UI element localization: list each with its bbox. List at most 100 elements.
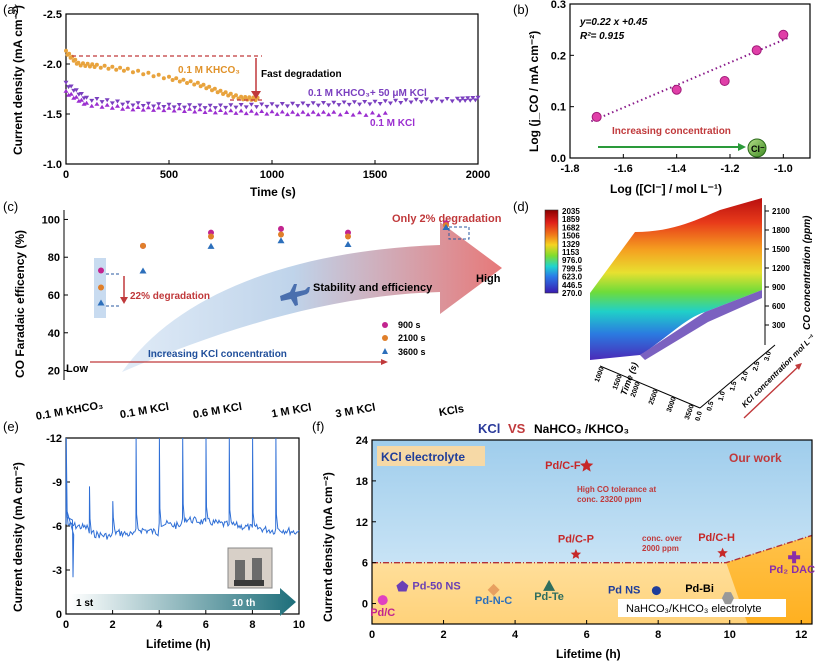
panel-e: (e) 0 2 4 6 8 10 -12 -9 -6 -3 0 1 st 10 th Lifetim… bbox=[3, 419, 305, 651]
a-point-khco3-kcl bbox=[161, 104, 167, 109]
a-point-khco3-kcl bbox=[171, 105, 177, 110]
a-point-khco3-kcl bbox=[372, 99, 378, 104]
a-point-kcl bbox=[68, 91, 74, 96]
f-point-pd-c bbox=[377, 595, 388, 606]
panel-b-r2: R²= 0.915 bbox=[580, 31, 625, 42]
a-point-khco3-kcl bbox=[264, 104, 270, 109]
kcl-tick-label: 2.5 bbox=[752, 361, 761, 372]
kcl-axis-label: KCl concentration mol L⁻¹ bbox=[740, 333, 817, 410]
a-point-khco3-kcl bbox=[393, 98, 399, 103]
panel-c-legend: 900 s 2100 s 3600 s bbox=[382, 320, 426, 357]
b-point bbox=[671, 84, 682, 95]
panel-b-xlabel: Log ([Cl⁻] / mol L⁻¹) bbox=[610, 182, 722, 196]
a-point-kcl bbox=[176, 106, 182, 111]
time-tick-label: 1500 bbox=[612, 374, 624, 391]
a-point-khco3-kcl bbox=[89, 98, 95, 103]
a-point-khco3-kcl bbox=[454, 96, 460, 101]
a-point-khco3-kcl bbox=[424, 97, 429, 102]
a-point-khco3-kcl bbox=[248, 102, 254, 107]
z-axis-label: CO concentration (ppm) bbox=[802, 215, 813, 330]
a-point-khco3 bbox=[161, 76, 166, 81]
f-ytick-label: 0 bbox=[362, 599, 368, 611]
a-point-khco3-kcl bbox=[145, 101, 151, 106]
c-ytick-label: 40 bbox=[48, 328, 60, 340]
c-point-3600s bbox=[97, 299, 105, 306]
panel-f: (f) KCl VS NaHCO₃ /KHCO₃ 0 2 4 6 8 10 12061218… bbox=[312, 419, 815, 661]
panel-f-label: (f) bbox=[312, 419, 324, 434]
low-label: Low bbox=[66, 363, 88, 375]
colorbar-label: 446.5 bbox=[562, 281, 583, 290]
f-point-pd-n-c bbox=[487, 583, 500, 596]
panel-a-ylabel: Current density (mA cm⁻²) bbox=[11, 5, 25, 155]
panel-a-ticks: 0 500 1000 1500 2000 -2.5 -2.0 -1.5 -1.0 bbox=[43, 9, 490, 181]
a-point-khco3 bbox=[188, 79, 193, 84]
e-xtick-label: 6 bbox=[203, 619, 209, 631]
first-cycle-label: 1 st bbox=[76, 598, 94, 609]
a-point-khco3-kcl bbox=[233, 105, 239, 110]
a-point-khco3-kcl bbox=[166, 102, 172, 107]
c-category-label: 0.1 M KHCO₃ bbox=[35, 399, 104, 423]
f-point-pd-50-ns bbox=[396, 580, 409, 592]
b-ytick-label: 0.2 bbox=[551, 50, 566, 62]
a-point-khco3 bbox=[90, 62, 95, 67]
legend-a-khco3: 0.1 M KHCO₃ bbox=[178, 65, 240, 76]
legend-900s: 900 s bbox=[398, 320, 421, 330]
a-point-khco3-kcl bbox=[387, 101, 393, 106]
panel-c-label: (c) bbox=[3, 199, 18, 214]
z-tick-label: 1500 bbox=[772, 245, 790, 254]
colorbar-label: 1859 bbox=[562, 215, 580, 224]
panel-a-series bbox=[63, 48, 481, 118]
a-point-khco3 bbox=[98, 65, 103, 70]
a-point-khco3 bbox=[223, 90, 228, 95]
legend-2100s-marker bbox=[382, 335, 388, 341]
a-point-kcl bbox=[310, 109, 316, 114]
c-ytick-label: 80 bbox=[48, 252, 60, 264]
e-xtick-label: 0 bbox=[63, 619, 69, 631]
a-point-khco3-kcl bbox=[207, 103, 213, 108]
a-point-khco3-kcl bbox=[460, 96, 466, 101]
a-point-khco3-kcl bbox=[284, 104, 290, 109]
colorbar-label: 2035 bbox=[562, 207, 580, 216]
a-point-kcl bbox=[120, 106, 126, 111]
increasing-kcl-label: Increasing KCl concentration bbox=[148, 349, 287, 360]
f-label-pd-dac: Pd₂ DAC bbox=[769, 564, 815, 576]
a-point-khco3-kcl bbox=[470, 96, 476, 101]
colorbar-label: 1682 bbox=[562, 223, 580, 232]
conc-label-1: conc. over bbox=[642, 534, 682, 543]
panel-a-label: (a) bbox=[3, 2, 19, 17]
a-point-kcl bbox=[207, 107, 213, 112]
a-point-khco3-kcl bbox=[99, 100, 105, 105]
c-point-900s bbox=[278, 225, 284, 232]
a-point-kcl bbox=[376, 113, 382, 118]
a-point-khco3 bbox=[156, 72, 161, 77]
a-point-khco3 bbox=[64, 48, 68, 53]
a-point-khco3-kcl bbox=[403, 98, 409, 103]
a-ytick-label: -2.0 bbox=[43, 59, 62, 71]
chloride-ion-icon bbox=[747, 138, 767, 158]
a-point-kcl bbox=[321, 109, 326, 114]
a-point-khco3-kcl bbox=[315, 103, 321, 108]
kcl-tick-label: 3.0 bbox=[764, 351, 773, 362]
a-point-khco3-kcl bbox=[269, 102, 275, 107]
panel-e-ylabel: Current density (mA cm⁻²) bbox=[11, 462, 25, 612]
f-label-pd-te: Pd-Te bbox=[534, 591, 564, 603]
f-label-pd-50-ns: Pd-50 NS bbox=[412, 581, 460, 593]
f-label-pd-n-c: Pd-N-C bbox=[475, 595, 512, 607]
a-point-kcl bbox=[78, 97, 84, 102]
c-ytick-label: 60 bbox=[48, 290, 60, 302]
a-point-kcl bbox=[84, 100, 90, 105]
f-ytick-label: 6 bbox=[362, 558, 368, 570]
a-point-khco3-kcl bbox=[202, 106, 208, 111]
e-xtick-label: 2 bbox=[110, 619, 116, 631]
a-point-khco3-kcl bbox=[444, 97, 450, 102]
a-point-khco3-kcl bbox=[475, 95, 481, 100]
a-point-khco3-kcl bbox=[377, 101, 383, 106]
a-point-khco3-kcl bbox=[140, 103, 146, 108]
b-xtick-label: -1.4 bbox=[667, 163, 687, 175]
a-point-khco3-kcl bbox=[429, 99, 435, 104]
f-xtick-label: 8 bbox=[655, 629, 661, 641]
panel-c-ylabel: CO Faradaic efficency (%) bbox=[13, 230, 27, 378]
a-point-khco3-kcl bbox=[408, 100, 414, 105]
a-point-khco3-kcl bbox=[295, 104, 301, 109]
